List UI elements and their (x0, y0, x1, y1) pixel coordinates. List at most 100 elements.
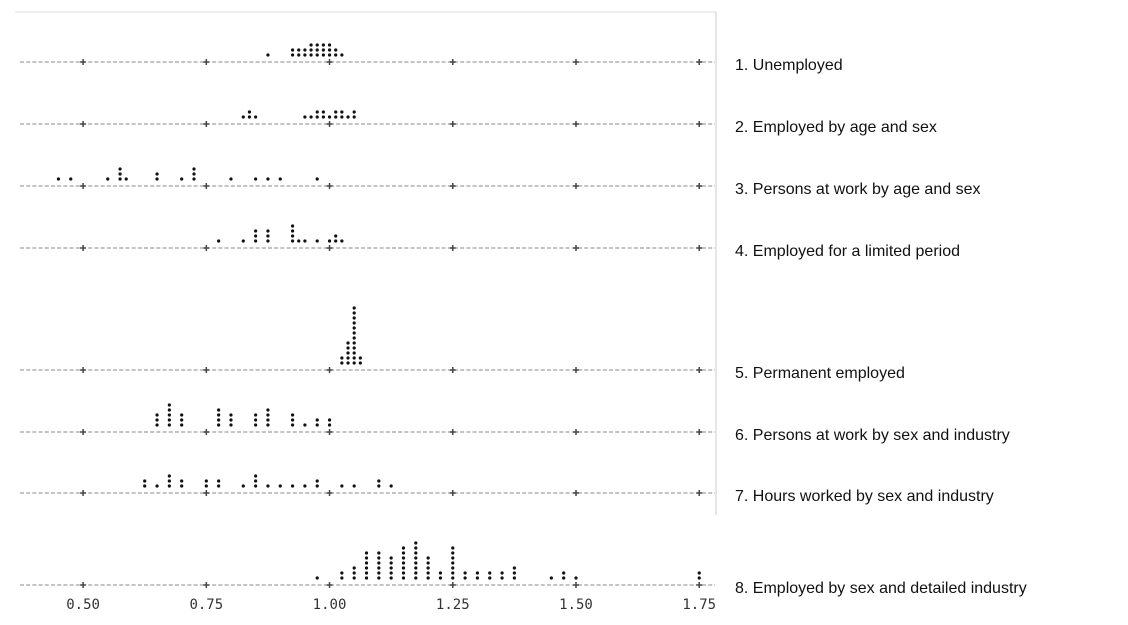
dot (254, 177, 258, 181)
dot (180, 479, 184, 483)
dot (290, 224, 295, 228)
dot (327, 48, 332, 52)
dot (303, 48, 307, 52)
dot (475, 576, 480, 580)
panel-label: 6. Persons at work by sex and industry (735, 427, 1010, 444)
dot (167, 403, 171, 407)
dot (352, 571, 356, 575)
dot (334, 234, 338, 238)
dot (321, 48, 325, 52)
dot (290, 229, 295, 233)
dot (278, 177, 282, 181)
dot (254, 484, 258, 488)
dot (334, 115, 338, 119)
dot (229, 423, 233, 427)
dot (303, 115, 307, 119)
dot (488, 571, 492, 575)
dot (180, 177, 184, 181)
dot (321, 110, 325, 114)
dot (389, 576, 393, 580)
dot (315, 177, 319, 181)
dot (426, 556, 430, 560)
dot (334, 48, 338, 52)
dot (438, 576, 443, 580)
dot (512, 571, 516, 575)
dot (346, 356, 350, 360)
dot (241, 484, 245, 488)
dot (352, 351, 356, 355)
dot (364, 561, 369, 565)
dot (352, 311, 356, 315)
dot (346, 346, 350, 350)
dot (167, 484, 171, 488)
dot (500, 576, 504, 580)
dot (290, 234, 295, 238)
panel-label: 5. Permanent employed (735, 365, 905, 382)
dot (389, 571, 393, 575)
dot (309, 115, 313, 119)
x-tick-label: 1.75 (682, 597, 716, 613)
dot (352, 306, 356, 310)
dot (192, 172, 196, 176)
dot (451, 571, 455, 575)
dot (401, 571, 406, 575)
dot (500, 571, 504, 575)
dot (297, 53, 301, 57)
dot (217, 239, 221, 243)
dot (327, 53, 332, 57)
dot (414, 551, 418, 555)
dot (167, 408, 171, 412)
dot (217, 418, 221, 422)
dot (303, 423, 307, 427)
dot (180, 418, 184, 422)
dot (315, 418, 319, 422)
dot (352, 576, 356, 580)
dot (309, 53, 313, 57)
dot (303, 484, 307, 488)
dot (352, 336, 356, 340)
dot (377, 484, 381, 488)
dot (352, 356, 356, 360)
dot (266, 408, 270, 412)
dot (290, 48, 295, 52)
dot (143, 484, 147, 488)
dot (340, 53, 344, 57)
dot (451, 576, 455, 580)
dot (118, 172, 122, 176)
x-tick-label: 0.75 (189, 597, 223, 613)
dot (414, 576, 418, 580)
dot (266, 423, 270, 427)
dot (352, 484, 356, 488)
dot (309, 43, 313, 47)
dot (463, 576, 467, 580)
dot (143, 479, 147, 483)
dot (217, 479, 221, 483)
dot (167, 413, 171, 417)
dot (377, 566, 381, 570)
dot (364, 566, 369, 570)
panel-label: 1. Unemployed (735, 57, 843, 74)
dot (401, 566, 406, 570)
dot (352, 331, 356, 335)
dot (562, 571, 566, 575)
dot (155, 177, 159, 181)
dot (315, 110, 319, 114)
x-tick-label: 1.25 (436, 597, 470, 613)
dot (56, 177, 61, 181)
panel-label: 3. Persons at work by age and sex (735, 181, 980, 198)
dot (340, 356, 344, 360)
dot (327, 423, 332, 427)
dot (217, 408, 221, 412)
dot (377, 561, 381, 565)
dot (401, 546, 406, 550)
dot (352, 115, 356, 119)
dot (315, 423, 319, 427)
dot (334, 53, 338, 57)
dot (167, 479, 171, 483)
dot (167, 418, 171, 422)
dot (155, 413, 159, 417)
dot (254, 239, 258, 243)
dot (155, 423, 159, 427)
dot (352, 566, 356, 570)
dot (377, 576, 381, 580)
